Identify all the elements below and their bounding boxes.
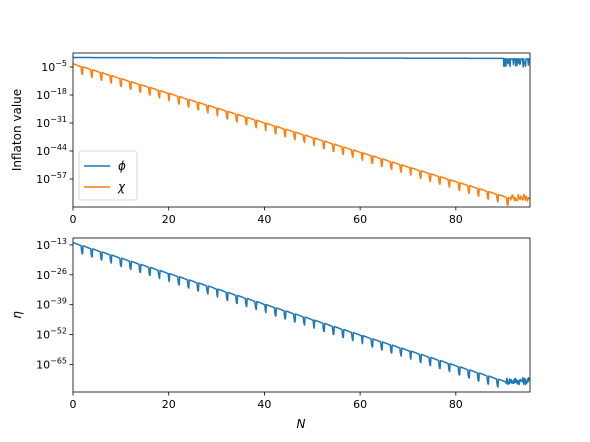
y-tick-label: 10−5 bbox=[41, 59, 67, 74]
x-tick-label: 20 bbox=[162, 213, 176, 226]
x-tick-label: 0 bbox=[70, 398, 77, 411]
x-tick-label: 80 bbox=[449, 213, 463, 226]
series-line bbox=[73, 63, 530, 206]
series-line bbox=[73, 56, 530, 68]
x-tick-label: 0 bbox=[70, 213, 77, 226]
top-x-ticks: 0 20 40 60 80 bbox=[70, 207, 463, 226]
x-tick-label: 80 bbox=[449, 398, 463, 411]
y-tick-label: 10−44 bbox=[36, 143, 67, 158]
bottom-plot-frame bbox=[72, 237, 531, 393]
top-y-axis-label: Inflaton value bbox=[10, 89, 24, 171]
y-tick-label: 10−39 bbox=[36, 297, 67, 312]
legend: ϕ χ bbox=[78, 150, 138, 201]
y-tick-label: 10−18 bbox=[36, 87, 67, 102]
chi-series-group bbox=[73, 63, 530, 206]
top-y-ticks: 10−5 10−18 10−31 10−44 10−57 bbox=[36, 59, 73, 186]
x-tick-label: 40 bbox=[257, 398, 271, 411]
phi-series-group bbox=[73, 56, 530, 68]
x-tick-label: 20 bbox=[162, 398, 176, 411]
legend-box bbox=[78, 150, 138, 201]
bottom-y-axis-label: η bbox=[10, 311, 24, 319]
bottom-plot: 0 20 40 60 80 10−13 10−26 10−39 10−52 10−65 η N bbox=[10, 237, 531, 431]
y-tick-label: 10−57 bbox=[36, 171, 67, 186]
top-plot-frame bbox=[72, 52, 531, 208]
y-tick-label: 10−26 bbox=[36, 267, 67, 282]
legend-chi-label: χ bbox=[117, 180, 126, 194]
bottom-y-ticks: 10−13 10−26 10−39 10−52 10−65 bbox=[36, 237, 73, 371]
y-tick-label: 10−52 bbox=[36, 327, 67, 342]
bottom-x-axis-label: N bbox=[297, 417, 306, 431]
x-tick-label: 60 bbox=[353, 213, 367, 226]
eta-series-group bbox=[73, 241, 530, 388]
series-line bbox=[73, 241, 530, 388]
x-tick-label: 40 bbox=[257, 213, 271, 226]
y-tick-label: 10−13 bbox=[36, 237, 67, 252]
y-tick-label: 10−31 bbox=[36, 115, 67, 130]
legend-phi-label: ϕ bbox=[118, 159, 126, 173]
bottom-plot-background bbox=[73, 238, 530, 392]
bottom-x-ticks: 0 20 40 60 80 bbox=[70, 392, 463, 411]
x-tick-label: 60 bbox=[353, 398, 367, 411]
y-tick-label: 10−65 bbox=[36, 356, 67, 371]
top-plot: 0 20 40 60 80 10−5 10−18 10−31 10−44 10−57 Infla… bbox=[10, 52, 531, 226]
